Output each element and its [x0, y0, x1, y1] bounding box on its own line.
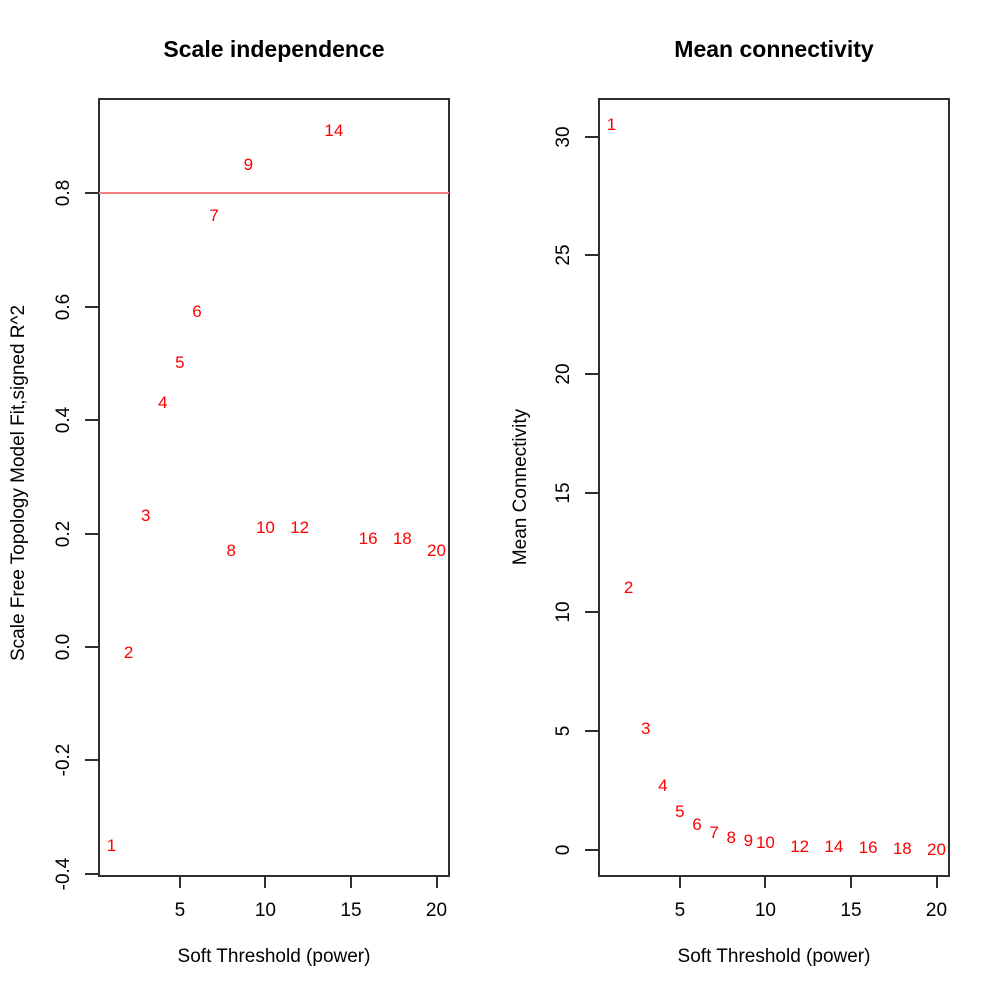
data-point-label: 2 — [623, 578, 634, 598]
y-axis-tick-label: 15 — [553, 482, 574, 504]
data-point-label: 16 — [858, 838, 878, 858]
scale-independence-plot-area — [98, 98, 450, 877]
y-axis-tick-label: 0.8 — [53, 179, 74, 207]
data-point-label: 6 — [692, 815, 702, 835]
y-axis-tick-label: 0.6 — [53, 293, 74, 320]
y-axis-tick — [585, 492, 598, 495]
data-point-label: 8 — [726, 828, 736, 848]
data-point-label: 14 — [324, 120, 344, 140]
y-axis-tick-label: -0.2 — [53, 744, 74, 777]
data-point-label: 3 — [140, 506, 151, 526]
r-squared-threshold-line — [99, 192, 449, 195]
y-axis-tick-label: 10 — [553, 601, 574, 623]
right-x-axis-title: Soft Threshold (power) — [677, 946, 871, 967]
x-axis-tick-label: 5 — [674, 900, 686, 921]
y-axis-tick-label: 0 — [553, 844, 574, 856]
x-axis-tick-label: 15 — [840, 900, 862, 921]
x-axis-tick — [349, 875, 352, 888]
x-axis-tick — [435, 875, 438, 888]
y-axis-tick — [85, 305, 98, 308]
data-point-label: 12 — [790, 836, 810, 856]
data-point-label: 9 — [743, 830, 754, 850]
data-point-label: 1 — [106, 835, 117, 855]
x-axis-tick — [849, 875, 852, 888]
data-point-label: 14 — [824, 837, 844, 857]
data-point-label: 16 — [358, 529, 378, 549]
data-point-label: 4 — [158, 393, 168, 413]
data-point-label: 5 — [175, 353, 185, 373]
data-point-label: 7 — [209, 205, 219, 225]
x-axis-tick — [764, 875, 767, 888]
y-axis-tick — [585, 849, 598, 852]
x-axis-tick — [935, 875, 938, 888]
y-axis-tick — [85, 532, 98, 535]
y-axis-tick-label: 0.0 — [53, 633, 74, 661]
x-axis-tick-label: 10 — [754, 900, 777, 921]
y-axis-tick-label: -0.4 — [53, 857, 74, 891]
y-axis-tick — [585, 373, 598, 376]
data-point-label: 4 — [658, 775, 668, 795]
data-point-label: 1 — [606, 114, 617, 134]
mean-connectivity-plot-area — [598, 98, 950, 877]
right-y-axis-title: Mean Connectivity — [510, 408, 531, 566]
left-y-axis-title: Scale Free Topology Model Fit,signed R^2 — [8, 304, 29, 662]
left-x-axis-title: Soft Threshold (power) — [177, 946, 371, 967]
y-axis-tick — [85, 419, 98, 422]
x-axis-tick — [678, 875, 681, 888]
data-point-label: 20 — [427, 540, 446, 560]
right-panel-title: Mean connectivity — [674, 36, 874, 62]
y-axis-tick — [85, 192, 98, 195]
data-point-label: 7 — [709, 822, 719, 842]
y-axis-tick-label: 0.4 — [53, 406, 74, 434]
x-axis-tick — [264, 875, 267, 888]
data-point-label: 10 — [255, 517, 275, 537]
data-point-label: 9 — [243, 154, 254, 174]
data-point-label: 20 — [927, 839, 946, 859]
y-axis-tick — [585, 254, 598, 257]
y-axis-tick — [585, 730, 598, 733]
data-point-label: 3 — [640, 718, 651, 738]
data-point-label: 10 — [755, 833, 775, 853]
y-axis-tick-label: 5 — [553, 725, 574, 737]
y-axis-tick — [585, 611, 598, 614]
data-point-label: 18 — [392, 529, 412, 549]
y-axis-tick — [85, 872, 98, 875]
y-axis-tick-label: 25 — [553, 244, 574, 267]
left-panel-title: Scale independence — [163, 36, 385, 62]
y-axis-tick-label: 0.2 — [53, 520, 74, 547]
data-point-label: 18 — [892, 839, 912, 859]
x-axis-tick-label: 5 — [174, 900, 186, 921]
data-point-label: 6 — [192, 302, 202, 322]
x-axis-tick-label: 15 — [340, 900, 362, 921]
data-point-label: 2 — [123, 642, 134, 662]
y-axis-tick — [85, 759, 98, 762]
x-axis-tick — [178, 875, 181, 888]
data-point-label: 12 — [290, 517, 310, 537]
y-axis-tick — [85, 645, 98, 648]
y-axis-tick-label: 30 — [553, 125, 574, 148]
x-axis-tick-label: 10 — [254, 900, 277, 921]
data-point-label: 8 — [226, 540, 236, 560]
x-axis-tick-label: 20 — [925, 900, 948, 921]
x-axis-tick-label: 20 — [425, 900, 448, 921]
y-axis-tick — [585, 135, 598, 138]
y-axis-tick-label: 20 — [553, 363, 574, 385]
data-point-label: 5 — [675, 801, 685, 821]
